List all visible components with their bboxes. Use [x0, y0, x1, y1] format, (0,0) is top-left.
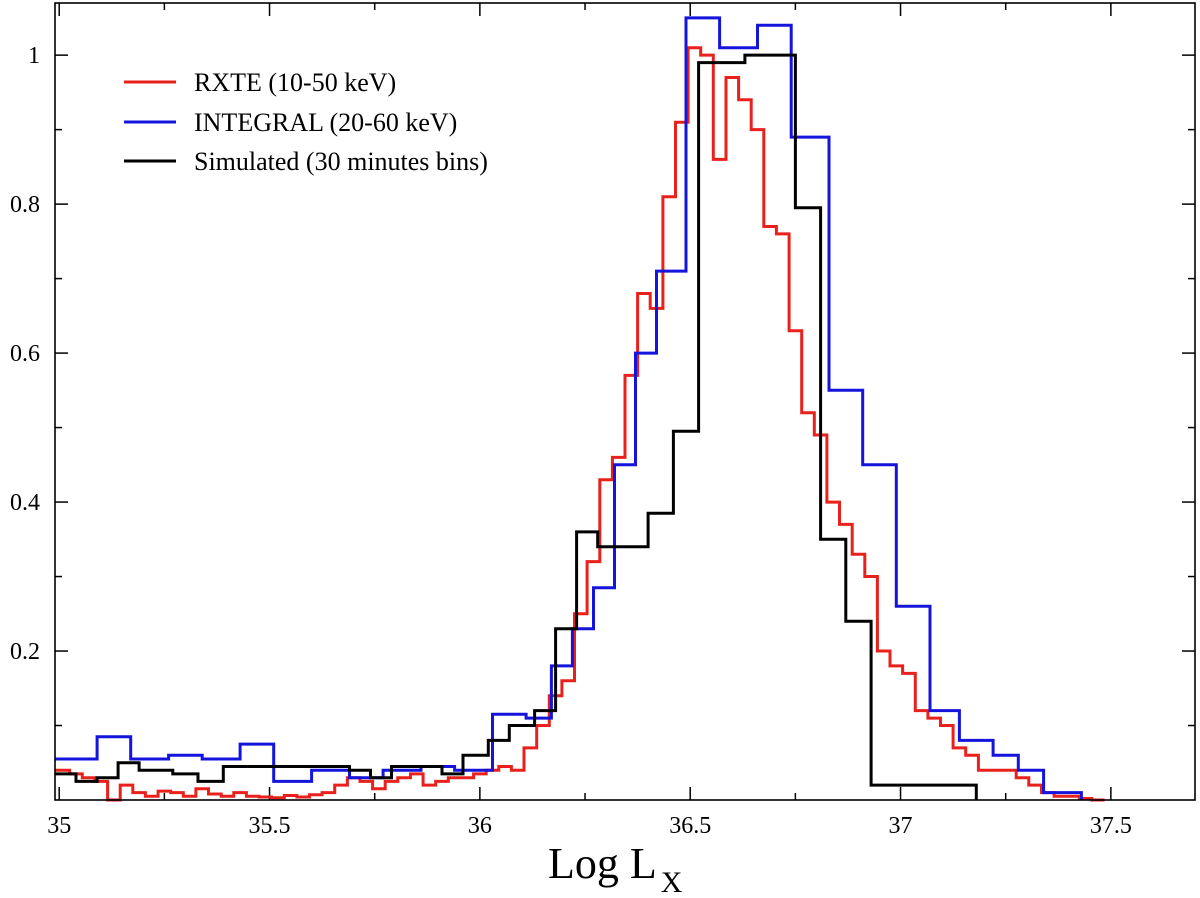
x-tick-label: 36.5: [669, 813, 711, 839]
series-line-3: [55, 53, 978, 800]
series-line-1: [55, 46, 1105, 802]
y-tick-label: 0.8: [10, 192, 40, 218]
x-tick-labels: 35 35.5 36 36.5 37 37.5: [47, 813, 1132, 839]
legend: RXTE (10-50 keV) INTEGRAL (20-60 keV) Simu…: [124, 68, 488, 176]
x-axis-title-subscript: X: [661, 866, 683, 898]
y-tick-label: 0.6: [10, 341, 40, 367]
x-tick-label: 36: [468, 813, 492, 839]
series-line-2: [55, 16, 1083, 800]
x-tick-label: 37.5: [1090, 813, 1132, 839]
plot-frame: [54, 2, 1196, 801]
axis-ticks: [55, 3, 1195, 800]
legend-label: Simulated (30 minutes bins): [194, 147, 488, 176]
x-tick-label: 35.5: [249, 813, 291, 839]
series-layer: [55, 16, 1105, 802]
legend-label: RXTE (10-50 keV): [194, 68, 396, 97]
x-tick-label: 37: [889, 813, 913, 839]
x-axis-title-main: Log L: [548, 839, 657, 888]
y-tick-label: 1: [28, 43, 40, 69]
y-tick-labels: 0.2 0.4 0.6 0.8 1: [10, 43, 40, 665]
y-tick-label: 0.4: [10, 490, 40, 516]
legend-label: INTEGRAL (20-60 keV): [194, 108, 457, 137]
x-tick-label: 35: [47, 813, 71, 839]
y-tick-label: 0.2: [10, 639, 40, 665]
